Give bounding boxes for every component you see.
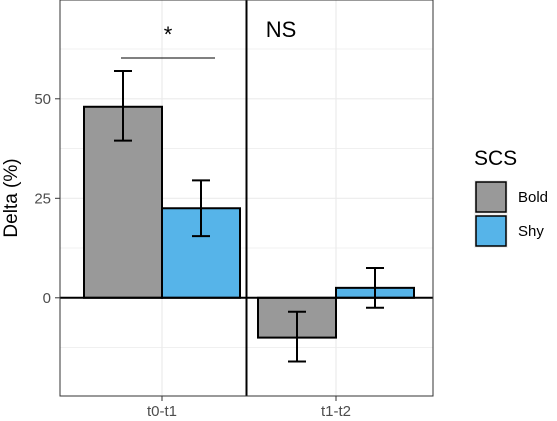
legend: SCS Bold Shy [474, 147, 548, 248]
legend-swatch-shy [475, 215, 507, 247]
error-bar-bold-t1-t2 [288, 310, 306, 363]
error-bar-shy-t1-t2 [366, 266, 384, 309]
y-tick-label: 50 [34, 91, 51, 108]
y-tick-label: 0 [43, 290, 51, 307]
y-axis-title: Delta (%) [1, 158, 22, 237]
y-axis-ticks: 0 25 50 [34, 91, 60, 307]
error-bar-bold-t0-t1 [114, 69, 132, 142]
y-tick-label: 25 [34, 190, 51, 207]
error-bar-shy-t0-t1 [192, 179, 210, 238]
legend-label-shy: Shy [518, 223, 544, 240]
legend-label-bold: Bold [518, 189, 548, 206]
error-bars [114, 69, 384, 363]
x-tick-label: t1-t2 [321, 403, 351, 420]
ns-annotation: NS [266, 17, 297, 42]
legend-swatch-bold [475, 181, 507, 213]
significance-annotation: * [164, 22, 173, 47]
legend-title: SCS [474, 147, 517, 170]
x-tick-label: t0-t1 [147, 403, 177, 420]
x-axis-ticks: t0-t1 t1-t2 [147, 396, 351, 420]
